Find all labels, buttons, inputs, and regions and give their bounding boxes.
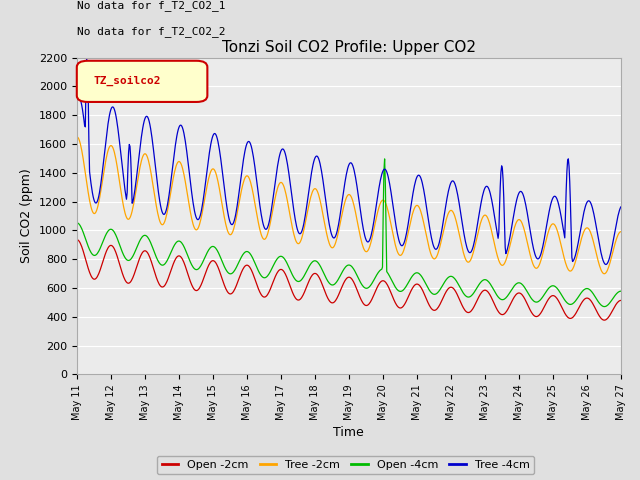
Line: Open -2cm: Open -2cm bbox=[77, 240, 621, 320]
Open -2cm bbox=[284, 278, 292, 284]
Tree -2cm bbox=[617, 229, 625, 235]
Tree -2cm bbox=[435, 246, 443, 252]
Open -2cm bbox=[435, 303, 443, 309]
Tree -4cm bbox=[617, 204, 625, 210]
Open -4cm bbox=[264, 273, 271, 279]
Title: Tonzi Soil CO2 Profile: Upper CO2: Tonzi Soil CO2 Profile: Upper CO2 bbox=[222, 40, 476, 55]
Tree -2cm bbox=[237, 192, 244, 197]
Tree -2cm bbox=[405, 227, 413, 233]
Tree -2cm bbox=[284, 202, 292, 208]
Open -4cm bbox=[406, 278, 413, 284]
Tree -2cm bbox=[601, 271, 609, 276]
Text: No data for f_T2_CO2_2: No data for f_T2_CO2_2 bbox=[77, 26, 225, 37]
Line: Tree -2cm: Tree -2cm bbox=[77, 137, 621, 274]
Tree -2cm bbox=[264, 231, 271, 237]
X-axis label: Time: Time bbox=[333, 426, 364, 439]
Tree -2cm bbox=[73, 134, 81, 140]
Open -2cm bbox=[601, 317, 609, 323]
Tree -4cm bbox=[138, 134, 145, 140]
Tree -4cm bbox=[285, 170, 292, 176]
Tree -4cm bbox=[264, 222, 272, 228]
Legend: Open -2cm, Tree -2cm, Open -4cm, Tree -4cm: Open -2cm, Tree -2cm, Open -4cm, Tree -4… bbox=[157, 456, 534, 474]
Open -2cm bbox=[617, 298, 625, 303]
Y-axis label: Soil CO2 (ppm): Soil CO2 (ppm) bbox=[20, 168, 33, 264]
Open -4cm bbox=[73, 220, 81, 226]
Text: TZ_soilco2: TZ_soilco2 bbox=[93, 76, 161, 86]
Open -4cm bbox=[617, 288, 625, 294]
Line: Tree -4cm: Tree -4cm bbox=[77, 60, 621, 264]
Tree -4cm bbox=[406, 213, 413, 219]
Open -4cm bbox=[284, 263, 292, 268]
Open -4cm bbox=[436, 287, 444, 293]
Open -2cm bbox=[237, 271, 244, 277]
Tree -4cm bbox=[73, 97, 81, 103]
Tree -2cm bbox=[137, 161, 145, 167]
Open -2cm bbox=[137, 253, 145, 259]
Open -2cm bbox=[73, 237, 81, 242]
Open -4cm bbox=[137, 236, 145, 242]
Tree -4cm bbox=[436, 237, 444, 243]
Tree -4cm bbox=[602, 262, 610, 267]
Open -4cm bbox=[601, 304, 609, 310]
Text: No data for f_T2_CO2_1: No data for f_T2_CO2_1 bbox=[77, 0, 225, 12]
Open -2cm bbox=[264, 292, 271, 298]
Tree -4cm bbox=[237, 172, 245, 178]
Open -4cm bbox=[381, 156, 388, 162]
Open -4cm bbox=[237, 256, 244, 262]
Tree -4cm bbox=[83, 57, 91, 62]
Open -2cm bbox=[405, 293, 413, 299]
FancyBboxPatch shape bbox=[77, 61, 207, 102]
Line: Open -4cm: Open -4cm bbox=[77, 159, 621, 307]
